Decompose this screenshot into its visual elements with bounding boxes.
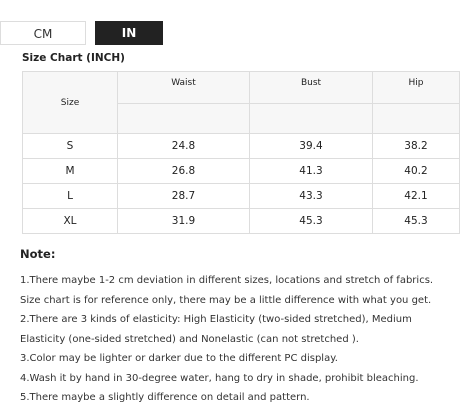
table-row: L 28.7 43.3 42.1 (22, 183, 460, 209)
table-row: M 26.8 41.3 40.2 (22, 158, 460, 184)
note-title: Note: (20, 247, 56, 261)
table-cell: XL (22, 208, 118, 234)
table-cell: 38.2 (372, 133, 460, 159)
table-cell: S (22, 133, 118, 159)
table-cell: 26.8 (117, 158, 250, 184)
table-body: S 24.8 39.4 38.2 M 26.8 41.3 40.2 L 28.7 43.3 42.1 X… (22, 133, 460, 234)
table-cell: 43.3 (249, 183, 373, 209)
table-cell: 31.9 (117, 208, 250, 234)
table-cell: L (22, 183, 118, 209)
note-item: 3.Color may be lighter or darker due to … (20, 353, 338, 364)
header-row: Size Waist Bust Hip (22, 71, 460, 134)
header-cell: Waist (117, 71, 250, 104)
note-list: 1.There maybe 1-2 cm deviation in differ… (20, 271, 452, 408)
table-cell: 45.3 (249, 208, 373, 234)
header-cell: Bust (249, 71, 373, 104)
header-cell (249, 103, 373, 134)
size-chart-title: Size Chart (INCH) (22, 52, 125, 64)
size-table: Size Waist Bust Hip S 24.8 39.4 38.2 M 26.8 41… (22, 71, 460, 234)
table-cell: 42.1 (372, 183, 460, 209)
note-item: 4.Wash it by hand in 30-degree water, ha… (20, 372, 419, 384)
table-cell: 45.3 (372, 208, 460, 234)
header-cell: Hip (372, 71, 460, 104)
note-item: 5.There maybe a slightly difference on d… (20, 392, 310, 403)
table-row: XL 31.9 45.3 45.3 (22, 208, 460, 234)
table-cell: 28.7 (117, 183, 250, 209)
header-cell (372, 103, 460, 134)
header-cell (117, 103, 250, 134)
table-cell: 24.8 (117, 133, 250, 159)
header-cell: Size (22, 71, 118, 134)
note-item: 1.There maybe 1-2 cm deviation in differ… (20, 275, 434, 306)
table-cell: 41.3 (249, 158, 373, 184)
table-cell: M (22, 158, 118, 184)
unit-tab[interactable]: CM (0, 21, 86, 45)
table-cell: 39.4 (249, 133, 373, 159)
table-row: S 24.8 39.4 38.2 (22, 133, 460, 159)
table-cell: 40.2 (372, 158, 460, 184)
note-item: 2.There are 3 kinds of elasticity: High … (20, 314, 412, 345)
unit-tab-active[interactable]: IN (95, 21, 163, 45)
